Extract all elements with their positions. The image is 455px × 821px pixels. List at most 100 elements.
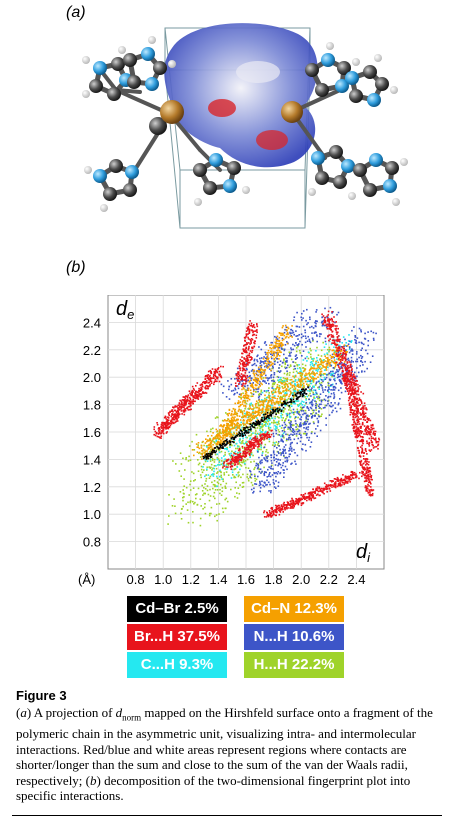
nh-point xyxy=(271,341,273,344)
hh-point xyxy=(321,367,323,369)
brh-point xyxy=(321,491,324,493)
nh-point xyxy=(316,417,319,420)
cdn-point xyxy=(225,420,227,422)
hh-point xyxy=(238,463,240,465)
cdn-point xyxy=(241,388,243,391)
brh-point xyxy=(177,404,179,407)
nh-point xyxy=(279,345,282,347)
brh-point xyxy=(229,466,232,468)
brh-point xyxy=(209,374,211,377)
nh-point xyxy=(341,382,343,385)
brh-point xyxy=(342,373,345,376)
nh-point xyxy=(320,400,323,403)
ch-point xyxy=(301,400,303,403)
brh-point xyxy=(355,402,358,404)
brh-point xyxy=(160,432,162,435)
cdn-point xyxy=(249,405,251,407)
brh-point xyxy=(353,427,356,429)
cdn-point xyxy=(222,432,225,434)
cdn-point xyxy=(250,419,253,422)
brh-point xyxy=(337,477,339,480)
cdn-point xyxy=(276,346,279,348)
nh-point xyxy=(306,432,308,435)
brh-point xyxy=(369,494,372,497)
brh-point xyxy=(365,472,368,474)
brh-point xyxy=(253,443,256,446)
brh-point xyxy=(298,500,301,502)
brh-point xyxy=(327,323,329,326)
brh-point xyxy=(360,464,362,466)
brh-point xyxy=(348,402,351,404)
brh-point xyxy=(346,368,348,371)
cdn-point xyxy=(257,413,259,416)
nh-point xyxy=(367,344,369,347)
hh-point xyxy=(196,493,198,495)
cdn-point xyxy=(236,415,239,417)
brh-point xyxy=(237,459,239,462)
cdn-point xyxy=(219,431,221,434)
cdn-point xyxy=(276,354,279,357)
hh-point xyxy=(246,473,249,476)
cdn-point xyxy=(274,344,277,347)
brh-point xyxy=(352,415,354,418)
cdn-point xyxy=(221,430,224,433)
brh-point xyxy=(215,369,217,372)
nh-point xyxy=(308,398,310,401)
brh-point xyxy=(377,448,379,450)
nh-point xyxy=(358,341,360,344)
cdn-point xyxy=(247,397,250,399)
brh-point xyxy=(363,408,365,410)
nh-point xyxy=(330,389,332,391)
brh-point xyxy=(292,501,294,503)
brh-point xyxy=(352,388,354,390)
brh-point xyxy=(372,424,374,427)
hh-point xyxy=(220,483,222,486)
cdn-point xyxy=(219,428,221,431)
cdn-point xyxy=(236,418,239,421)
hh-point xyxy=(281,402,283,404)
cdn-point xyxy=(317,364,319,366)
cdn-point xyxy=(254,376,257,379)
brh-point xyxy=(342,377,344,380)
cdn-point xyxy=(249,418,251,421)
hh-point xyxy=(205,445,208,447)
hh-point xyxy=(294,387,297,390)
nh-point xyxy=(281,464,284,467)
nh-point xyxy=(234,392,236,395)
brh-point xyxy=(364,448,367,450)
cdn-point xyxy=(242,423,245,425)
hh-point xyxy=(189,489,192,491)
ch-point xyxy=(331,360,333,363)
nh-point xyxy=(337,376,340,378)
hh-point xyxy=(212,483,215,486)
brh-point xyxy=(353,383,356,385)
cdn-point xyxy=(314,373,316,375)
cdn-point xyxy=(266,404,269,406)
hh-point xyxy=(263,421,265,423)
brh-point xyxy=(198,392,200,394)
cdn-point xyxy=(263,373,265,375)
brh-point xyxy=(165,425,167,428)
cdn-point xyxy=(229,431,231,434)
cdn-point xyxy=(217,443,219,446)
brh-point xyxy=(275,507,278,509)
ch-point xyxy=(314,393,316,396)
hh-point xyxy=(271,383,274,385)
cdn-point xyxy=(220,436,223,439)
hh-point xyxy=(257,401,259,404)
brh-point xyxy=(371,441,374,443)
brh-point xyxy=(208,375,211,378)
brh-point xyxy=(366,417,369,419)
nh-point xyxy=(305,426,308,429)
hh-point xyxy=(214,489,217,491)
brh-point xyxy=(193,400,195,403)
nh-point xyxy=(303,422,306,424)
brh-point xyxy=(181,406,183,409)
cdn-point xyxy=(264,412,267,414)
hh-point xyxy=(316,393,318,396)
cdn-point xyxy=(226,435,229,437)
cdn-point xyxy=(224,419,226,421)
hh-point xyxy=(185,458,187,461)
hh-point xyxy=(271,385,274,388)
cdn-point xyxy=(235,432,238,435)
